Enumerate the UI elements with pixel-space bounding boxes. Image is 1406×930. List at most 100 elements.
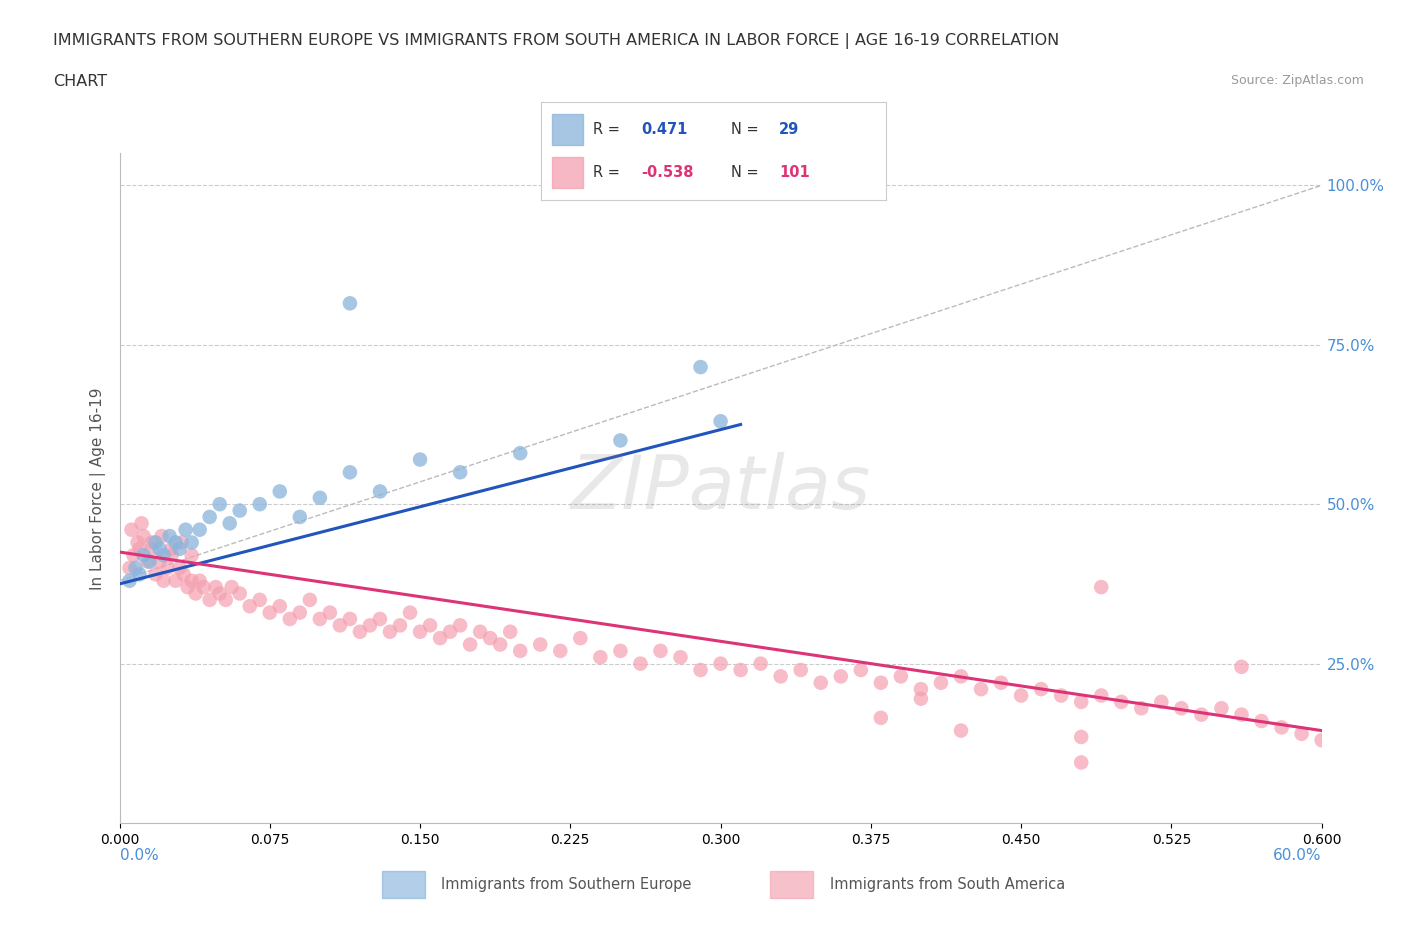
- Point: [259, 605, 281, 620]
- Text: 101: 101: [779, 165, 810, 179]
- Point: [204, 579, 226, 594]
- Point: [1191, 707, 1213, 722]
- Point: [1070, 729, 1092, 744]
- Point: [170, 535, 193, 550]
- Point: [159, 528, 181, 543]
- Point: [689, 360, 711, 375]
- Point: [309, 490, 332, 505]
- Point: [1111, 695, 1133, 710]
- Point: [249, 497, 271, 512]
- Point: [160, 541, 183, 556]
- Text: N =: N =: [731, 165, 758, 179]
- Point: [339, 465, 361, 480]
- Point: [176, 579, 198, 594]
- Point: [1230, 659, 1253, 674]
- Text: Immigrants from South America: Immigrants from South America: [830, 877, 1064, 892]
- Point: [228, 586, 252, 601]
- Point: [208, 586, 231, 601]
- Text: Immigrants from Southern Europe: Immigrants from Southern Europe: [441, 877, 692, 892]
- Point: [509, 644, 531, 658]
- Text: CHART: CHART: [53, 74, 107, 89]
- Point: [339, 612, 361, 627]
- Point: [218, 516, 240, 531]
- Point: [929, 675, 952, 690]
- Point: [869, 675, 893, 690]
- Point: [188, 523, 211, 538]
- Point: [298, 592, 321, 607]
- Point: [165, 535, 187, 550]
- Point: [1130, 701, 1153, 716]
- Point: [145, 535, 167, 550]
- Point: [141, 535, 163, 550]
- Text: ZIPatlas: ZIPatlas: [571, 452, 870, 525]
- Point: [830, 669, 852, 684]
- Point: [368, 612, 391, 627]
- Point: [1310, 733, 1333, 748]
- Point: [180, 535, 202, 550]
- Point: [429, 631, 451, 645]
- Point: [180, 573, 202, 588]
- Text: Source: ZipAtlas.com: Source: ZipAtlas.com: [1230, 74, 1364, 87]
- Point: [630, 657, 652, 671]
- Point: [458, 637, 481, 652]
- Point: [198, 592, 221, 607]
- Point: [388, 618, 412, 632]
- Point: [409, 452, 432, 467]
- Point: [149, 554, 172, 569]
- Point: [152, 573, 174, 588]
- Point: [319, 605, 342, 620]
- Point: [349, 624, 371, 639]
- Point: [709, 414, 731, 429]
- Point: [950, 724, 973, 738]
- Bar: [382, 870, 425, 898]
- Text: R =: R =: [593, 122, 620, 137]
- Point: [790, 662, 813, 677]
- Point: [1070, 695, 1092, 710]
- Bar: [551, 114, 582, 145]
- Point: [160, 548, 183, 563]
- Point: [890, 669, 912, 684]
- Point: [609, 644, 631, 658]
- Point: [169, 541, 191, 556]
- Y-axis label: In Labor Force | Age 16-19: In Labor Force | Age 16-19: [90, 387, 105, 590]
- Point: [1029, 682, 1052, 697]
- Point: [131, 516, 153, 531]
- Bar: [551, 157, 582, 188]
- Point: [359, 618, 381, 632]
- Point: [249, 592, 271, 607]
- Point: [810, 675, 832, 690]
- Point: [239, 599, 262, 614]
- Point: [329, 618, 352, 632]
- Point: [198, 510, 221, 525]
- Point: [439, 624, 461, 639]
- Point: [589, 650, 612, 665]
- Point: [990, 675, 1012, 690]
- Text: R =: R =: [593, 165, 620, 179]
- Bar: [770, 870, 813, 898]
- Point: [849, 662, 872, 677]
- Point: [1150, 695, 1173, 710]
- Point: [127, 535, 149, 550]
- Point: [228, 503, 252, 518]
- Text: 29: 29: [779, 122, 799, 137]
- Point: [215, 592, 238, 607]
- Point: [128, 541, 150, 556]
- Point: [141, 541, 163, 556]
- Point: [180, 548, 202, 563]
- Point: [509, 445, 531, 460]
- Point: [132, 528, 155, 543]
- Point: [1010, 688, 1032, 703]
- Point: [1211, 701, 1233, 716]
- Point: [184, 586, 207, 601]
- Point: [169, 561, 191, 576]
- Text: 0.471: 0.471: [641, 122, 688, 137]
- Point: [136, 554, 159, 569]
- Point: [121, 523, 143, 538]
- Point: [489, 637, 512, 652]
- Point: [409, 624, 432, 639]
- Point: [869, 711, 893, 725]
- Text: -0.538: -0.538: [641, 165, 693, 179]
- Point: [149, 541, 172, 556]
- Point: [1291, 726, 1313, 741]
- Point: [138, 554, 160, 569]
